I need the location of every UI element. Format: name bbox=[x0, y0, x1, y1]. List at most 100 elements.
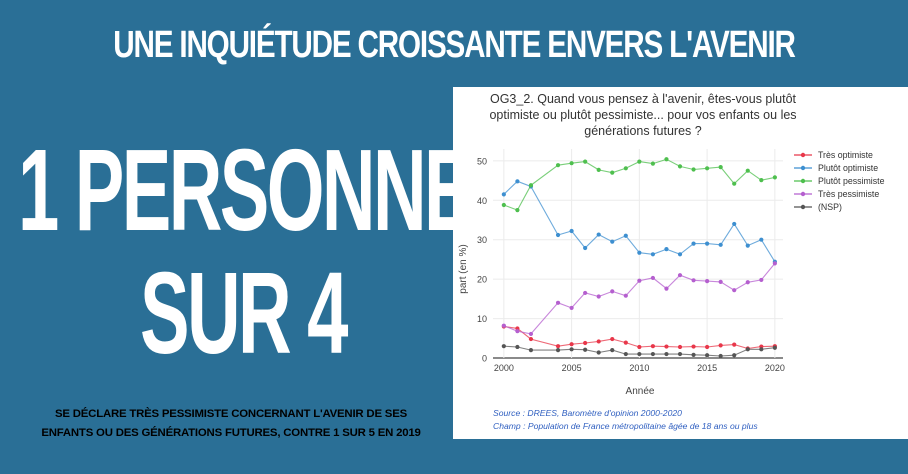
data-point bbox=[677, 164, 683, 169]
data-point bbox=[623, 293, 628, 298]
data-point bbox=[623, 351, 628, 357]
chart-champ: Champ : Population de France métropolita… bbox=[493, 421, 758, 431]
data-point bbox=[759, 178, 764, 183]
data-point bbox=[583, 245, 588, 251]
data-point bbox=[691, 352, 696, 357]
series-line bbox=[503, 263, 776, 335]
data-point bbox=[583, 290, 588, 296]
data-point bbox=[759, 277, 764, 283]
data-point bbox=[555, 232, 561, 238]
chart-legend: Très optimiste Plutôt optimiste Plutôt pes… bbox=[794, 150, 885, 212]
legend-swatch-marker bbox=[800, 152, 806, 158]
chart-title: OG3_2. Quand vous pensez à l'avenir, ête… bbox=[489, 92, 796, 138]
data-point bbox=[569, 342, 574, 347]
data-point bbox=[637, 344, 642, 350]
series-line bbox=[503, 158, 776, 211]
data-point bbox=[583, 159, 588, 164]
data-point bbox=[745, 168, 750, 173]
series-line bbox=[503, 325, 775, 350]
data-point bbox=[515, 344, 520, 350]
data-point bbox=[664, 157, 669, 162]
data-point bbox=[596, 232, 601, 237]
data-point bbox=[623, 340, 628, 345]
data-point bbox=[718, 242, 723, 247]
data-point bbox=[650, 252, 656, 257]
data-point bbox=[515, 329, 520, 334]
big-number-line-2: SUR 4 bbox=[140, 248, 348, 378]
data-point bbox=[677, 273, 683, 278]
data-point bbox=[623, 166, 628, 171]
data-point bbox=[664, 286, 669, 291]
chart-title-line-3: générations futures ? bbox=[584, 124, 701, 138]
data-point bbox=[705, 353, 710, 358]
data-point bbox=[691, 344, 696, 349]
data-point bbox=[610, 336, 615, 342]
data-point bbox=[772, 261, 777, 266]
legend-label: Plutôt pessimiste bbox=[818, 176, 885, 186]
legend-item: Plutôt optimiste bbox=[794, 163, 878, 173]
subtitle-line-2: ENFANTS OU DES GÉNÉRATIONS FUTURES, CONT… bbox=[41, 427, 421, 439]
data-point bbox=[528, 183, 534, 188]
series-2 bbox=[501, 157, 777, 213]
data-point bbox=[555, 344, 561, 349]
data-point bbox=[677, 252, 683, 257]
data-point bbox=[745, 243, 750, 248]
data-point bbox=[596, 350, 601, 355]
data-point bbox=[583, 347, 588, 352]
chart-series bbox=[501, 157, 777, 359]
data-point bbox=[555, 163, 561, 168]
legend-item: Très optimiste bbox=[794, 150, 873, 160]
data-point bbox=[705, 344, 710, 350]
data-point bbox=[623, 233, 628, 238]
data-point bbox=[650, 351, 656, 357]
data-point bbox=[772, 175, 777, 180]
line-chart: OG3_2. Quand vous pensez à l'avenir, ête… bbox=[458, 92, 885, 431]
data-point bbox=[650, 344, 656, 349]
data-point bbox=[732, 288, 737, 293]
data-point bbox=[759, 347, 764, 352]
data-point bbox=[596, 294, 601, 299]
x-tick-label: 2000 bbox=[494, 363, 514, 373]
data-point bbox=[637, 250, 642, 255]
data-point bbox=[637, 159, 642, 164]
legend-label: Très optimiste bbox=[818, 150, 873, 160]
data-point bbox=[569, 347, 574, 352]
data-point bbox=[705, 241, 710, 246]
x-tick-label: 2010 bbox=[629, 363, 649, 373]
data-point bbox=[610, 289, 615, 294]
data-point bbox=[718, 279, 723, 284]
series-line bbox=[503, 345, 775, 357]
data-point bbox=[515, 208, 520, 213]
legend-item: Très pessimiste bbox=[794, 189, 879, 199]
y-tick-label: 20 bbox=[477, 275, 487, 285]
chart-title-line-2: optimiste ou plutôt pessimiste... pour v… bbox=[489, 108, 796, 122]
y-tick-label: 30 bbox=[477, 235, 487, 245]
legend-label: Très pessimiste bbox=[818, 189, 879, 199]
y-tick-label: 40 bbox=[477, 196, 487, 206]
data-point bbox=[677, 351, 683, 357]
data-point bbox=[555, 300, 561, 305]
series-3 bbox=[501, 261, 777, 337]
data-point bbox=[596, 339, 601, 344]
y-axis-label: part (en %) bbox=[458, 244, 469, 293]
x-axis-label: Année bbox=[626, 386, 655, 397]
y-tick-label: 50 bbox=[477, 156, 487, 166]
data-point bbox=[732, 342, 737, 347]
y-tick-label: 0 bbox=[482, 354, 487, 364]
subtitle: SE DÉCLARE TRÈS PESSIMISTE CONCERNANT L'… bbox=[0, 405, 462, 443]
data-point bbox=[732, 353, 737, 358]
chart-source: Source : DREES, Baromètre d'opinion 2000… bbox=[493, 408, 682, 418]
legend-swatch-marker bbox=[800, 204, 806, 210]
data-point bbox=[501, 202, 506, 208]
chart-axes: 0 10 20 30 40 50 2000 2005 2010 2015 2020 bbox=[477, 156, 785, 373]
data-point bbox=[555, 348, 561, 353]
data-point bbox=[569, 228, 574, 234]
data-point bbox=[691, 241, 696, 246]
big-number-line-1: 1 PERSONNE bbox=[18, 125, 474, 255]
data-point bbox=[528, 331, 534, 337]
data-point bbox=[759, 237, 764, 242]
data-point bbox=[664, 247, 669, 252]
data-point bbox=[691, 278, 696, 283]
chart-panel: OG3_2. Quand vous pensez à l'avenir, ête… bbox=[453, 87, 908, 439]
data-point bbox=[745, 347, 750, 352]
